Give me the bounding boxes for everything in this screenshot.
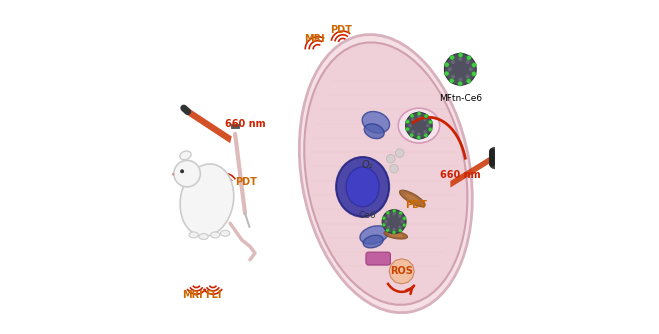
Circle shape	[172, 173, 175, 176]
Circle shape	[469, 67, 473, 71]
Text: MFtn-Ce6: MFtn-Ce6	[439, 94, 482, 103]
Text: 660 nm: 660 nm	[225, 119, 266, 129]
Circle shape	[393, 212, 395, 215]
Circle shape	[406, 112, 432, 139]
Circle shape	[405, 127, 409, 131]
Circle shape	[387, 225, 390, 229]
Circle shape	[410, 114, 414, 118]
Circle shape	[417, 115, 420, 119]
Ellipse shape	[346, 167, 379, 207]
Text: PDT: PDT	[405, 200, 427, 210]
Circle shape	[393, 209, 396, 213]
Circle shape	[399, 229, 402, 232]
Circle shape	[400, 220, 403, 223]
Circle shape	[386, 211, 389, 215]
Circle shape	[385, 220, 388, 223]
Text: MRI: MRI	[182, 290, 202, 300]
Polygon shape	[450, 154, 494, 187]
Ellipse shape	[363, 235, 384, 248]
Ellipse shape	[180, 151, 191, 160]
FancyBboxPatch shape	[366, 252, 390, 265]
Polygon shape	[185, 107, 232, 143]
Circle shape	[465, 60, 470, 64]
Ellipse shape	[384, 231, 407, 239]
Circle shape	[416, 136, 420, 140]
Ellipse shape	[174, 160, 200, 187]
Circle shape	[180, 169, 184, 173]
Circle shape	[428, 128, 432, 132]
Ellipse shape	[398, 108, 440, 143]
Circle shape	[458, 57, 463, 61]
Ellipse shape	[362, 112, 389, 133]
Circle shape	[472, 63, 476, 67]
Circle shape	[444, 62, 449, 67]
Ellipse shape	[336, 157, 389, 217]
Text: PDT: PDT	[235, 177, 257, 187]
Ellipse shape	[199, 233, 208, 239]
Circle shape	[451, 74, 455, 79]
Ellipse shape	[221, 230, 230, 236]
Circle shape	[409, 124, 412, 127]
Circle shape	[449, 55, 455, 60]
Circle shape	[458, 81, 463, 86]
Circle shape	[382, 216, 386, 220]
Ellipse shape	[360, 226, 388, 244]
Circle shape	[423, 118, 427, 121]
Text: FLI: FLI	[205, 290, 221, 300]
Ellipse shape	[389, 233, 403, 237]
Circle shape	[382, 210, 406, 233]
Circle shape	[392, 230, 395, 234]
Text: PDT: PDT	[330, 24, 352, 34]
Circle shape	[395, 149, 404, 157]
Ellipse shape	[405, 194, 420, 203]
Circle shape	[398, 225, 401, 229]
Ellipse shape	[364, 124, 384, 139]
Circle shape	[411, 130, 415, 133]
Ellipse shape	[304, 42, 467, 305]
Circle shape	[398, 215, 401, 218]
Ellipse shape	[299, 34, 473, 313]
Circle shape	[449, 78, 454, 83]
Circle shape	[387, 215, 390, 218]
Circle shape	[451, 60, 455, 64]
Circle shape	[382, 223, 386, 226]
Circle shape	[444, 71, 449, 76]
Ellipse shape	[211, 232, 220, 238]
Circle shape	[448, 67, 452, 71]
Text: ROS: ROS	[390, 266, 413, 276]
Circle shape	[466, 78, 471, 84]
Ellipse shape	[180, 164, 234, 236]
Text: 660 nm: 660 nm	[440, 170, 480, 180]
Circle shape	[389, 164, 399, 173]
Ellipse shape	[399, 190, 425, 207]
Circle shape	[386, 154, 395, 163]
Circle shape	[424, 114, 428, 118]
Circle shape	[403, 217, 406, 220]
Circle shape	[444, 53, 476, 85]
Circle shape	[458, 52, 463, 57]
Circle shape	[467, 55, 471, 60]
Circle shape	[426, 124, 429, 127]
Circle shape	[406, 120, 410, 124]
Circle shape	[417, 133, 420, 136]
Circle shape	[458, 77, 463, 82]
Circle shape	[393, 228, 395, 231]
Circle shape	[410, 133, 414, 137]
Circle shape	[386, 228, 389, 232]
Circle shape	[411, 118, 415, 121]
Circle shape	[428, 120, 432, 124]
Text: O₂: O₂	[362, 160, 374, 170]
Circle shape	[465, 74, 470, 79]
Text: MRI: MRI	[304, 34, 325, 44]
Circle shape	[403, 223, 406, 227]
Circle shape	[424, 133, 428, 137]
Ellipse shape	[189, 232, 198, 238]
Circle shape	[471, 71, 476, 76]
Text: Ce6: Ce6	[358, 210, 376, 219]
Circle shape	[423, 130, 427, 133]
Circle shape	[399, 211, 402, 215]
Circle shape	[417, 112, 421, 116]
